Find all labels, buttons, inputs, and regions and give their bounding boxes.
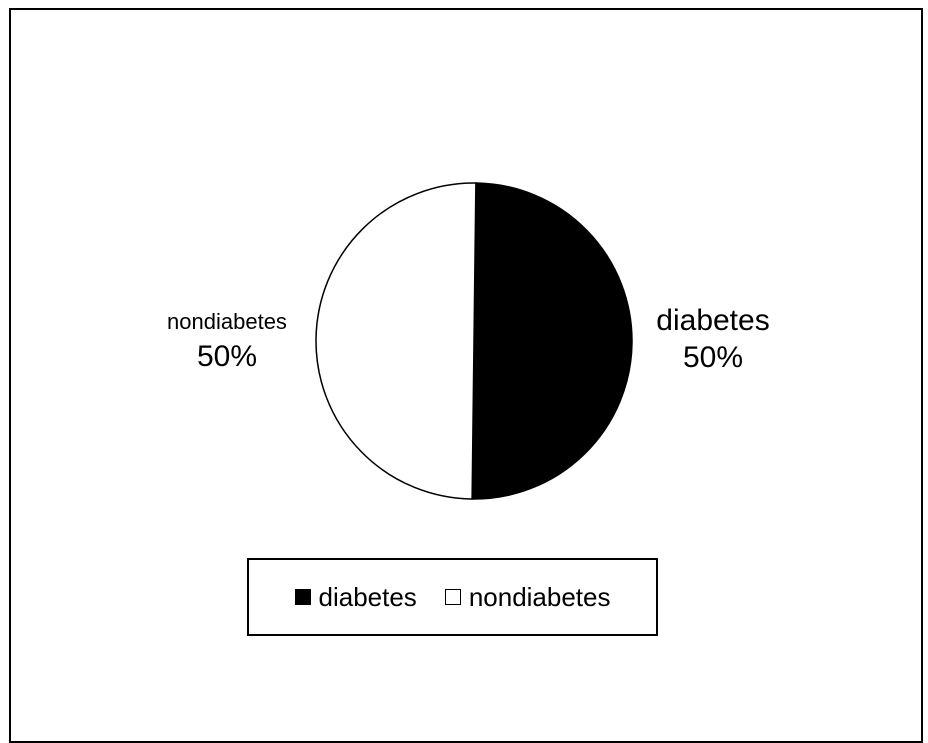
legend-label-diabetes: diabetes [318, 581, 417, 612]
data-label-nondiabetes-percent: 50% [196, 340, 258, 374]
legend-swatch-nondiabetes [444, 589, 461, 605]
legend: diabetes nondiabetes [247, 558, 658, 636]
pie-slice-diabetes [471, 182, 633, 500]
legend-item-diabetes: diabetes [294, 581, 417, 613]
data-label-diabetes-name: diabetes [656, 304, 770, 337]
data-label-nondiabetes-name: nondiabetes [167, 309, 287, 334]
legend-label-nondiabetes: nondiabetes [468, 581, 611, 612]
pie-slice-nondiabetes [315, 182, 477, 500]
legend-item-nondiabetes: nondiabetes [444, 581, 611, 613]
data-label-diabetes-percent: 50% [682, 340, 744, 374]
data-label-nondiabetes: nondiabetes 50% [140, 309, 314, 375]
legend-swatch-diabetes [294, 589, 311, 605]
data-label-diabetes: diabetes 50% [638, 304, 788, 375]
